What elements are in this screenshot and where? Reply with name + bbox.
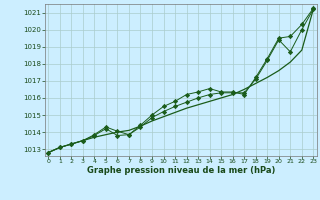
- X-axis label: Graphe pression niveau de la mer (hPa): Graphe pression niveau de la mer (hPa): [87, 166, 275, 175]
